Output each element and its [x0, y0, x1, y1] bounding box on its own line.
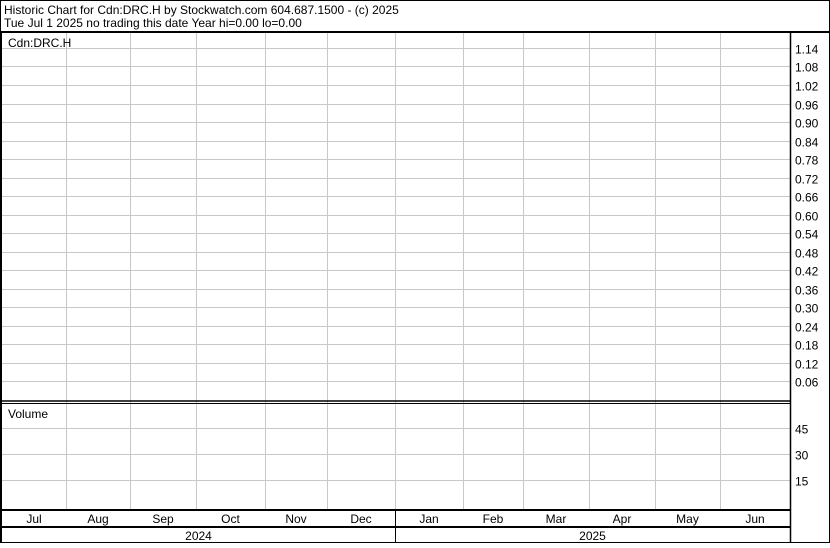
price-tick-label: 0.66	[795, 191, 819, 205]
price-tick-label: 0.06	[795, 376, 819, 390]
month-axis: Jul Aug Sep Oct Nov Dec Jan Feb Mar Apr May Jun	[26, 512, 764, 526]
price-tick-label: 0.84	[795, 136, 819, 150]
price-tick-label: 0.30	[795, 302, 819, 316]
year-axis: 2024 2025	[185, 529, 606, 543]
volume-axis: 45 30 15	[795, 423, 809, 489]
price-tick-label: 0.60	[795, 210, 819, 224]
price-tick-label: 0.12	[795, 358, 819, 372]
price-tick-label: 0.36	[795, 284, 819, 298]
price-tick-label: 0.24	[795, 321, 819, 335]
price-tick-label: 0.54	[795, 228, 819, 242]
month-label-may: May	[676, 512, 699, 526]
price-panel-title: Cdn:DRC.H	[8, 36, 71, 50]
volume-tick-label: 30	[795, 449, 809, 463]
price-tick-label: 0.90	[795, 117, 819, 131]
month-label-jul: Jul	[26, 512, 41, 526]
month-label-feb: Feb	[483, 512, 504, 526]
price-tick-label: 0.42	[795, 265, 819, 279]
month-label-jan: Jan	[419, 512, 438, 526]
month-label-mar: Mar	[546, 512, 567, 526]
volume-tick-label: 45	[795, 423, 809, 437]
price-axis: 1.14 1.08 1.02 0.96 0.90 0.84 0.78 0.72 0.66 0.60…	[795, 43, 819, 390]
header-status: Tue Jul 1 2025 no trading this date Year…	[4, 16, 302, 30]
month-label-aug: Aug	[87, 512, 108, 526]
volume-tick-label: 15	[795, 475, 809, 489]
price-tick-label: 1.08	[795, 61, 819, 75]
header-title: Historic Chart for Cdn:DRC.H by Stockwat…	[4, 3, 399, 17]
month-label-apr: Apr	[613, 512, 632, 526]
grid	[2, 33, 790, 510]
year-label: 2024	[185, 529, 212, 543]
volume-panel-title: Volume	[8, 407, 48, 421]
price-tick-label: 0.96	[795, 99, 819, 113]
price-tick-label: 0.72	[795, 173, 819, 187]
month-label-oct: Oct	[221, 512, 240, 526]
price-tick-label: 0.18	[795, 339, 819, 353]
panel-borders	[0, 31, 830, 543]
price-tick-label: 0.78	[795, 154, 819, 168]
price-tick-label: 1.02	[795, 80, 819, 94]
month-label-nov: Nov	[285, 512, 306, 526]
month-label-dec: Dec	[350, 512, 371, 526]
month-label-sep: Sep	[152, 512, 174, 526]
price-tick-label: 1.14	[795, 43, 819, 57]
month-label-jun: Jun	[745, 512, 764, 526]
price-tick-label: 0.48	[795, 247, 819, 261]
year-label: 2025	[579, 529, 606, 543]
